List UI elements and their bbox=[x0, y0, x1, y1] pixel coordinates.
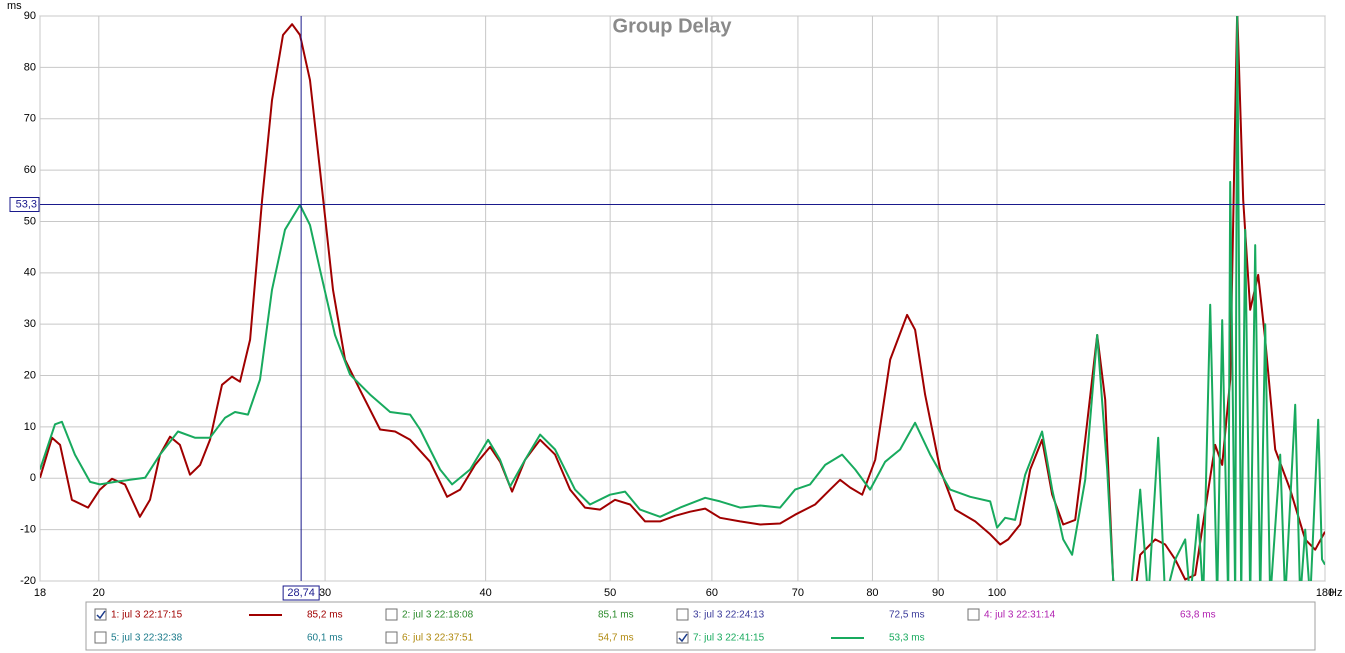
x-tick-label: 80 bbox=[866, 587, 878, 599]
y-tick-label: -10 bbox=[20, 524, 36, 536]
legend-reading: 53,3 ms bbox=[889, 633, 925, 644]
y-unit: ms bbox=[7, 0, 22, 12]
y-tick-label: 20 bbox=[24, 369, 36, 381]
chart-title: Group Delay bbox=[613, 15, 733, 37]
series-line bbox=[40, 16, 1325, 581]
legend-reading: 60,1 ms bbox=[307, 633, 343, 644]
cursor-y-label: 53,3 bbox=[16, 198, 37, 210]
legend: 1: jul 3 22:17:15 85,2 ms 2: jul 3 22:18:0… bbox=[94, 608, 1216, 644]
legend-checkbox[interactable] bbox=[676, 631, 689, 644]
legend-label: 7: jul 3 22:41:15 bbox=[693, 633, 765, 644]
y-tick-label: 30 bbox=[24, 318, 36, 330]
x-tick-label: 60 bbox=[706, 587, 718, 599]
legend-checkbox[interactable] bbox=[385, 631, 398, 644]
legend-checkbox[interactable] bbox=[94, 608, 107, 621]
legend-checkbox[interactable] bbox=[385, 608, 398, 621]
x-tick-label: 100 bbox=[988, 587, 1006, 599]
legend-reading: 72,5 ms bbox=[889, 610, 925, 621]
legend-reading: 85,2 ms bbox=[307, 610, 343, 621]
legend-label: 5: jul 3 22:32:38 bbox=[111, 633, 183, 644]
cursor-y-box bbox=[9, 197, 40, 213]
x-tick-label: 40 bbox=[479, 587, 491, 599]
legend-checkbox[interactable] bbox=[94, 631, 107, 644]
plot-area bbox=[39, 15, 1326, 582]
y-tick-label: 70 bbox=[24, 113, 36, 125]
y-tick-label: 60 bbox=[24, 164, 36, 176]
legend-box bbox=[85, 601, 1316, 651]
series-line bbox=[40, 16, 1325, 581]
cursor-x-label: 28,74 bbox=[287, 587, 315, 599]
x-tick-label: 30 bbox=[319, 587, 331, 599]
y-tick-label: 0 bbox=[30, 472, 36, 484]
y-tick-label: -20 bbox=[20, 575, 36, 587]
x-tick-label: 90 bbox=[932, 587, 944, 599]
legend-checkbox[interactable] bbox=[676, 608, 689, 621]
legend-reading: 54,7 ms bbox=[598, 633, 634, 644]
legend-label: 6: jul 3 22:37:51 bbox=[402, 633, 474, 644]
x-tick-label: 50 bbox=[604, 587, 616, 599]
legend-reading: 85,1 ms bbox=[598, 610, 634, 621]
x-tick-label: 18 bbox=[34, 587, 46, 599]
x-tick-label: 180 bbox=[1316, 587, 1334, 599]
cursor-x-box bbox=[282, 585, 320, 601]
y-tick-label: 10 bbox=[24, 421, 36, 433]
x-unit: Hz bbox=[1329, 587, 1342, 599]
legend-label: 2: jul 3 22:18:08 bbox=[402, 610, 474, 621]
legend-checkbox[interactable] bbox=[967, 608, 980, 621]
legend-reading: 63,8 ms bbox=[1180, 610, 1216, 621]
x-tick-label: 20 bbox=[93, 587, 105, 599]
legend-checkmark bbox=[96, 610, 106, 620]
legend-label: 1: jul 3 22:17:15 bbox=[111, 610, 183, 621]
legend-label: 3: jul 3 22:24:13 bbox=[693, 610, 765, 621]
legend-checkmark bbox=[678, 633, 688, 643]
legend-label: 4: jul 3 22:31:14 bbox=[984, 610, 1056, 621]
data-lines bbox=[40, 16, 1325, 581]
y-tick-label: 80 bbox=[24, 61, 36, 73]
x-tick-label: 70 bbox=[792, 587, 804, 599]
y-tick-label: 40 bbox=[24, 267, 36, 279]
y-tick-label: 50 bbox=[24, 215, 36, 227]
y-tick-label: 90 bbox=[24, 10, 36, 22]
